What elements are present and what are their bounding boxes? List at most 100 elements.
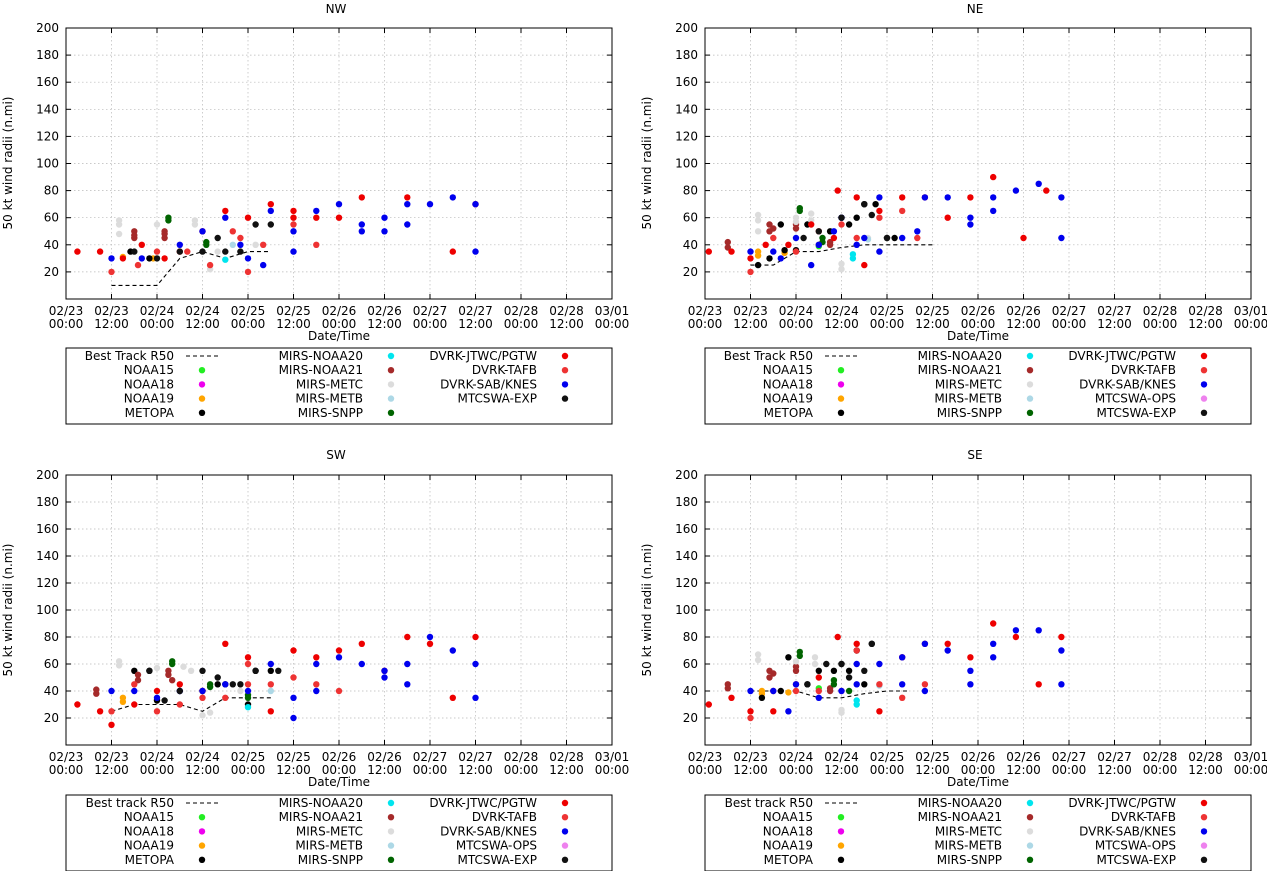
x-tick-label-date: 02/25 [231,304,266,318]
data-point [792,225,800,232]
y-tick-label: 200 [36,21,59,35]
legend-dot-swatch [1026,381,1034,388]
data-point [1035,180,1042,187]
y-tick-label: 40 [44,238,59,252]
x-tick-label-date: 02/28 [504,304,539,318]
legend-label: MIRS-METC [935,824,1002,838]
data-point [777,221,784,228]
data-point [275,667,282,674]
legend-label: MIRS-SNPP [937,853,1002,867]
y-tick-label: 120 [36,576,59,590]
data-point [785,241,792,248]
legend-entry: DVRK-JTWC/PGTW [429,349,569,363]
data-point [199,228,206,235]
data-point [899,234,906,242]
x-tick-label-time: 00:00 [49,317,84,331]
series-mirs-metb [267,687,274,695]
legend-entry: NOAA15 [763,363,845,377]
legend-dot-swatch [1200,381,1208,388]
legend-entry: NOAA18 [763,824,845,838]
data-point [290,207,297,215]
data-point [381,214,388,221]
y-axis-label: 50 kt wind radii (n.mi) [640,97,654,230]
data-point [1012,187,1020,194]
legend-entry: MTCSWA-EXP [458,392,569,406]
x-tick-label-time: 12:00 [276,763,311,777]
legend-dot-swatch [198,856,206,863]
data-point [313,241,320,248]
legend-dot-swatch [1026,842,1034,849]
series-mtcswa-exp [800,201,891,242]
data-point [792,658,800,665]
data-point [449,194,456,201]
legend-label: NOAA15 [124,810,174,824]
data-point [222,256,229,263]
legend-label: MTCSWA-OPS [1095,839,1176,853]
data-point [796,652,803,660]
x-tick-label-time: 12:00 [367,317,402,331]
y-tick-label: 80 [44,184,59,198]
data-point [472,694,479,701]
legend-dot-swatch [387,828,395,835]
legend-label: DVRK-JTWC/PGTW [429,349,537,363]
x-tick-label-date: 02/28 [1188,750,1223,764]
x-tick-label-date: 02/28 [549,304,584,318]
series-mirs-snpp [165,214,210,248]
legend-label: DVRK-TAFB [472,363,537,377]
data-point [169,677,176,684]
data-point [93,686,100,693]
x-tick-label-date: 02/26 [322,750,357,764]
data-point [830,228,838,235]
x-tick-label-date: 02/28 [1143,304,1178,318]
chart-panel-ne: NE2040608010012014016018020002/2300:0002… [640,2,1267,425]
data-point [237,234,244,242]
legend-dot-swatch [1200,828,1208,835]
legend-dot-swatch [198,814,206,821]
legend-entry: DVRK-JTWC/PGTW [429,796,569,810]
x-axis-label: Date/Time [308,329,370,343]
data-point [899,694,906,701]
data-point [426,633,434,641]
x-tick-label-date: 02/27 [1097,304,1132,318]
data-point [313,207,320,215]
legend-dot-swatch [387,352,395,360]
legend-label: NOAA15 [763,363,813,377]
legend-dot-swatch [387,381,395,388]
data-point [838,214,845,221]
chart-panel-sw: SW2040608010012014016018020002/2300:0002… [1,448,629,871]
legend-entry: NOAA15 [124,810,206,824]
data-point [153,255,161,262]
data-point [244,268,252,276]
x-tick-label-time: 00:00 [1234,763,1267,777]
data-point [845,687,853,695]
x-tick-label-date: 02/24 [824,304,859,318]
series-mirs-noaa20 [244,704,252,711]
data-point [358,640,365,647]
series-mtcswa-exp [131,221,274,262]
data-point [169,660,176,668]
legend-label: DVRK-SAB/KNES [1079,377,1176,391]
x-tick-label-date: 02/24 [140,750,175,764]
data-point [244,654,252,661]
y-tick-label: 100 [36,157,59,171]
legend-dot-swatch [837,814,845,821]
data-point [237,241,244,248]
data-point [214,234,221,242]
data-point [244,255,252,262]
x-tick-label-date: 02/27 [413,304,448,318]
data-point [921,194,929,201]
data-point [161,697,168,704]
y-tick-label: 40 [683,238,698,252]
series-mtcswa-exp [146,667,282,704]
series-dvrk-sab-knes [108,194,479,269]
legend-label: METOPA [764,406,814,420]
legend-label: MIRS-METB [295,392,363,406]
data-point [830,667,838,674]
data-point [191,221,199,228]
x-tick-label-time: 12:00 [915,763,950,777]
chart-title: NW [326,2,347,16]
legend-entry: MIRS-NOAA21 [279,363,395,377]
legend-entry: DVRK-TAFB [472,810,569,824]
data-point [845,221,853,228]
x-tick-label-date: 02/28 [549,750,584,764]
